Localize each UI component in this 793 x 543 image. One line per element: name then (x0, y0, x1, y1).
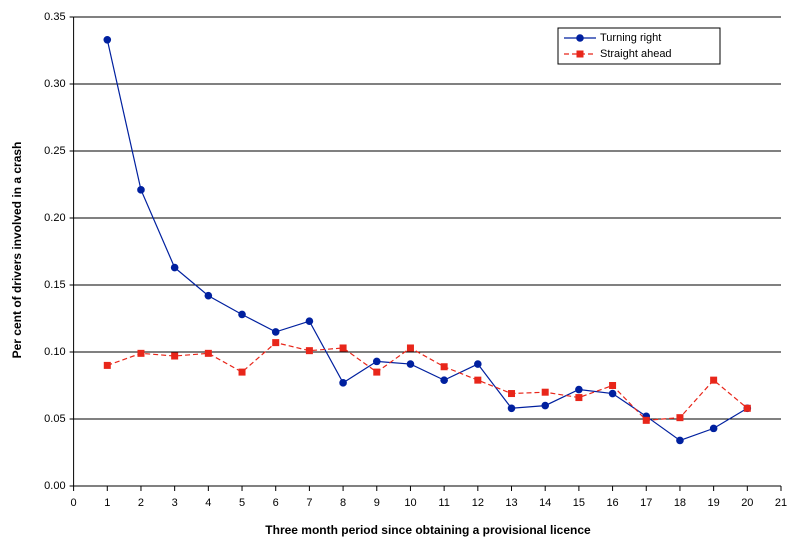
data-point (238, 368, 246, 376)
data-point (372, 357, 381, 366)
data-point (541, 388, 549, 396)
data-point (238, 310, 246, 319)
y-tick-label: 0.35 (44, 11, 65, 23)
data-point (676, 414, 684, 422)
legend-marker (576, 34, 584, 42)
data-point (137, 186, 145, 194)
y-tick-label: 0.20 (44, 212, 65, 224)
data-point (171, 352, 179, 360)
data-point (710, 376, 718, 384)
data-point (474, 376, 482, 384)
data-point (642, 416, 650, 424)
x-tick-label: 17 (640, 497, 652, 509)
legend-box (557, 27, 721, 65)
data-point (373, 368, 381, 376)
data-point (406, 360, 415, 368)
x-tick-label: 9 (374, 497, 380, 509)
data-point (507, 404, 516, 413)
y-tick-label: 0.00 (44, 480, 65, 492)
data-point (103, 361, 111, 369)
x-tick-label: 19 (708, 497, 720, 509)
series-line (106, 39, 748, 442)
data-point (204, 349, 212, 357)
x-tick-label: 14 (539, 497, 551, 509)
data-point (406, 344, 414, 352)
data-point (305, 317, 314, 325)
x-tick-label: 13 (505, 497, 517, 509)
x-tick-label: 18 (674, 497, 686, 509)
legend-label: Turning right (600, 32, 661, 44)
x-tick-label: 20 (741, 497, 753, 509)
x-tick-label: 7 (306, 497, 312, 509)
data-point (440, 363, 448, 371)
data-point (609, 382, 617, 389)
data-point (541, 401, 549, 410)
x-tick-label: 11 (438, 497, 449, 509)
y-tick-label: 0.10 (44, 346, 65, 358)
x-tick-label: 5 (239, 497, 245, 509)
data-point (305, 347, 313, 355)
x-tick-label: 21 (775, 497, 787, 509)
data-point (272, 339, 280, 347)
data-point (508, 390, 516, 398)
y-tick-label: 0.30 (44, 78, 65, 90)
x-axis-title: Three month period since obtaining a pro… (265, 523, 591, 537)
data-point (204, 291, 213, 300)
data-point (474, 360, 482, 368)
x-tick-label: 1 (104, 497, 110, 509)
legend-marker (576, 50, 584, 58)
x-tick-label: 12 (472, 497, 484, 509)
data-point (137, 349, 145, 357)
data-point (575, 385, 583, 394)
data-point (103, 35, 112, 44)
x-tick-label: 8 (340, 497, 346, 509)
x-tick-label: 6 (273, 497, 279, 509)
data-point (170, 263, 179, 272)
y-tick-label: 0.05 (44, 413, 65, 425)
x-tick-label: 16 (606, 497, 618, 509)
series-line (107, 341, 748, 421)
data-point (575, 394, 583, 402)
x-tick-label: 10 (404, 497, 416, 509)
x-tick-label: 3 (172, 497, 178, 509)
data-point (676, 436, 684, 445)
data-point (339, 344, 347, 352)
data-point (271, 328, 280, 336)
data-point (743, 404, 751, 412)
x-tick-label: 0 (71, 497, 77, 509)
x-tick-label: 15 (573, 497, 585, 509)
data-point (608, 389, 617, 398)
y-tick-label: 0.25 (44, 145, 65, 157)
data-point (339, 379, 347, 387)
y-axis-title: Per cent of drivers involved in a crash (10, 142, 24, 359)
x-tick-label: 2 (138, 497, 144, 509)
y-tick-label: 0.15 (44, 279, 65, 291)
x-tick-label: 4 (205, 497, 211, 509)
data-point (709, 424, 718, 433)
data-point (440, 376, 448, 384)
legend-label: Straight ahead (600, 48, 672, 60)
